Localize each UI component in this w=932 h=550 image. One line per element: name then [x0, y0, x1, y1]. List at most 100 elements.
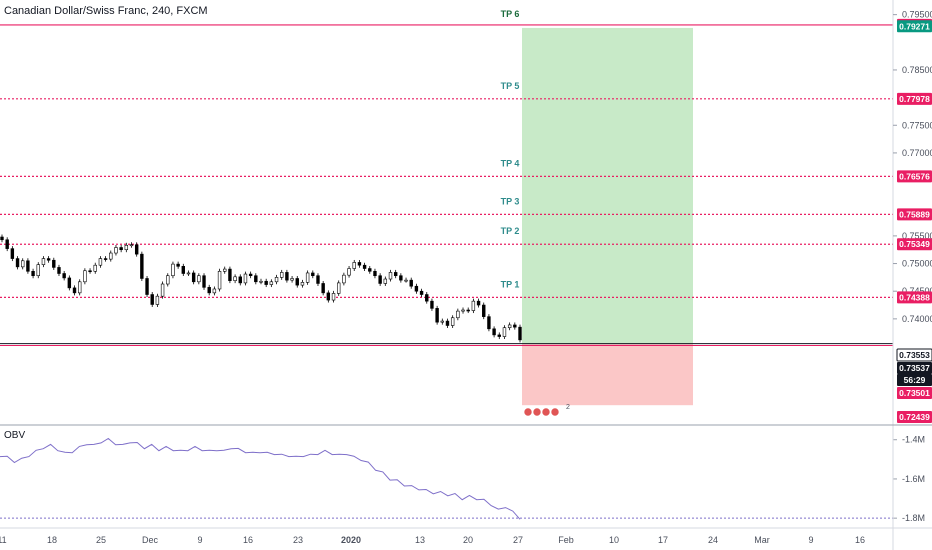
candle-body [248, 273, 253, 277]
profit-zone [522, 27, 693, 344]
level-badge-4: 0.75889 [899, 209, 930, 219]
candle-body [295, 278, 299, 286]
level-badge-2: 0.77978 [899, 94, 930, 104]
candle-body [26, 260, 30, 272]
obv-line [0, 437, 521, 520]
candle-body [88, 270, 92, 273]
candle-body [254, 275, 258, 283]
obv-tick-label: -1.4M [902, 435, 925, 445]
candle-body [492, 328, 496, 336]
candle-body [362, 264, 367, 269]
price-badges[interactable]: 0.793140.779780.765760.758890.753490.743… [523, 18, 932, 423]
candle-body [450, 317, 455, 326]
event-flag-icon [541, 407, 551, 417]
candle-body [404, 279, 408, 282]
candle-body [228, 268, 232, 281]
candle-body [259, 280, 263, 283]
candle-body [155, 295, 160, 305]
candle-body [223, 268, 227, 272]
target-badge: 0.79271 [899, 21, 930, 31]
candle-body [176, 263, 180, 267]
candle-body [336, 282, 341, 294]
candle-body [430, 300, 434, 309]
candle-body [5, 239, 9, 249]
candle-body [471, 300, 476, 311]
level-badge-6: 0.74388 [899, 292, 930, 302]
entry-badge: 0.73553 [899, 350, 930, 360]
level-label: TP 2 [501, 226, 520, 236]
level-label: TP 5 [501, 81, 520, 91]
price-tick-label: 0.79500 [902, 10, 932, 20]
candle-body [300, 282, 305, 286]
candle-body [233, 276, 237, 281]
candle-body [145, 278, 149, 295]
time-tick-label: 16 [855, 535, 865, 545]
price-tick-label: 0.75500 [902, 231, 932, 241]
candle-body [140, 253, 144, 279]
candle-body [191, 272, 196, 283]
candle-body [212, 288, 217, 294]
candle-body [129, 244, 134, 247]
candle-body [21, 260, 25, 268]
level-label: TP 1 [501, 279, 520, 289]
candle-body [67, 277, 72, 289]
candle-body [207, 287, 211, 294]
time-tick-label: 13 [415, 535, 425, 545]
candle-body [83, 270, 87, 283]
candle-body [109, 252, 113, 260]
candle-body [150, 294, 154, 305]
candle-body [285, 272, 289, 281]
candle-body [57, 267, 61, 274]
candle-body [497, 334, 501, 337]
price-tick-label: 0.77500 [902, 120, 932, 130]
candle-body [383, 278, 388, 284]
candle-body [31, 270, 35, 277]
candle-body [373, 270, 377, 277]
price-tick-label: 0.74000 [902, 314, 932, 324]
candle-body [425, 294, 429, 302]
level-lines: TP 6 TP 5 TP 4 TP 3 TP 2 TP 1 [0, 9, 893, 346]
time-tick-label: 2020 [341, 535, 361, 545]
candle-body [311, 272, 315, 277]
candle-body [461, 309, 465, 312]
candle-body [347, 268, 351, 276]
price-tick-label: 0.77000 [902, 148, 932, 158]
candle-body [264, 280, 268, 285]
level-badge-6-bg [897, 291, 932, 304]
loss-zone [522, 343, 693, 406]
candle-body [368, 268, 372, 272]
candle-body [124, 244, 129, 251]
time-tick-label: 11 [0, 535, 7, 545]
time-tick-label: 17 [658, 535, 668, 545]
level-label: TP 6 [501, 9, 520, 19]
candle-body [15, 258, 20, 268]
candle-body [440, 320, 444, 323]
candle-body [166, 275, 170, 285]
current-price-badge-bg [897, 362, 932, 374]
chart-title: Canadian Dollar/Swiss Franc, 240, FXCM [4, 5, 208, 17]
candle-body [243, 273, 248, 284]
entry-badge-bg [896, 348, 932, 362]
price-candles [0, 234, 522, 343]
time-tick-label: Mar [754, 535, 770, 545]
candle-body [41, 258, 46, 265]
candle-body [78, 281, 82, 294]
candle-body [409, 279, 413, 287]
candle-body [507, 324, 512, 329]
time-tick-label: 18 [47, 535, 57, 545]
time-tick-label: 23 [293, 535, 303, 545]
candle-body [466, 309, 470, 312]
candle-body [93, 264, 97, 272]
candle-body [269, 281, 274, 285]
event-flag-icon [523, 407, 533, 417]
countdown-badge-bg [897, 374, 932, 386]
stop-badge: 0.73501 [899, 388, 930, 398]
candle-body [238, 276, 242, 284]
time-axis: 11 18 25 Dec 9 16 23 2020 13 20 27 Feb 10 17 24 Mar 9 16 [0, 535, 865, 545]
candle-body [280, 272, 284, 278]
target-badge-bg [897, 20, 932, 33]
time-tick-label: 25 [96, 535, 106, 545]
event-flag-icon [550, 407, 560, 417]
